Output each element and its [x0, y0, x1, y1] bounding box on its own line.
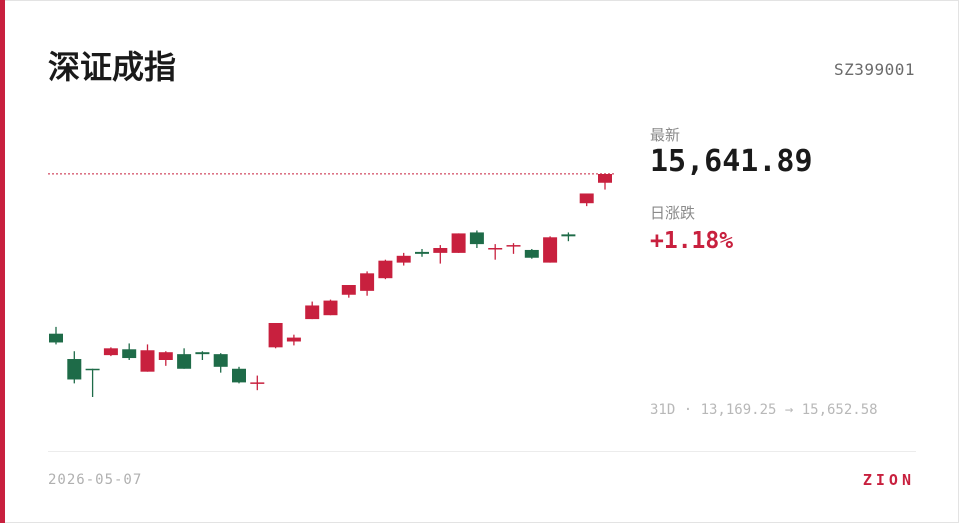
candle-body	[286, 337, 301, 342]
candle	[341, 285, 356, 298]
candle	[250, 375, 265, 391]
accent-bar	[0, 0, 5, 523]
daily-change-value: +1.18%	[650, 228, 734, 254]
candle	[451, 233, 466, 253]
candle-body	[103, 348, 118, 356]
candle-body	[579, 193, 594, 204]
candle-body	[305, 305, 320, 320]
candle-body	[433, 248, 448, 253]
candle	[177, 348, 192, 369]
candle	[561, 232, 576, 242]
candle	[268, 322, 283, 349]
candle	[396, 252, 411, 266]
candle	[323, 299, 338, 316]
candle	[232, 366, 246, 384]
candle-body	[67, 359, 82, 380]
candle-body	[396, 255, 411, 263]
candle-body	[360, 273, 375, 291]
candle	[543, 236, 558, 263]
daily-change-label: 日涨跌	[650, 204, 696, 222]
period-range: 31D · 13,169.25 → 15,652.58	[650, 402, 878, 418]
candle-body	[378, 260, 393, 279]
candle	[506, 243, 521, 254]
candle	[103, 347, 118, 357]
candle-body	[415, 251, 429, 254]
candle	[85, 368, 100, 397]
candle	[158, 351, 173, 366]
candle	[195, 351, 210, 360]
candle	[598, 174, 612, 190]
last-price-label: 最新	[650, 126, 681, 144]
footer-date: 2026-05-07	[48, 472, 143, 488]
candle	[49, 326, 63, 345]
candle	[305, 301, 320, 320]
candle	[213, 353, 228, 373]
candle	[579, 193, 594, 207]
candle-body	[158, 352, 173, 360]
candle-body	[598, 174, 612, 183]
candle-body	[469, 232, 484, 245]
candle-body	[49, 333, 63, 343]
candle-body	[488, 248, 503, 250]
candle-body	[177, 354, 192, 369]
candle-body	[561, 234, 576, 237]
candle-body	[524, 249, 539, 258]
candle	[122, 343, 137, 360]
candle	[140, 344, 155, 372]
candle-body	[85, 368, 100, 371]
candle-body	[213, 354, 228, 367]
candle	[524, 248, 539, 259]
candle-body	[250, 382, 265, 384]
candle-body	[506, 245, 521, 247]
candle	[286, 334, 301, 346]
candle-body	[195, 352, 210, 355]
candle-body	[323, 300, 338, 316]
footer-divider	[48, 451, 916, 452]
last-price-value: 15,641.89	[650, 144, 813, 179]
brand-logo: ZION	[862, 471, 915, 489]
index-code: SZ399001	[833, 60, 915, 79]
candle-body	[268, 322, 283, 348]
candle-body	[341, 285, 356, 295]
candle	[488, 244, 503, 260]
candle-body	[140, 350, 155, 372]
candle-body	[122, 349, 137, 359]
candle-body	[232, 368, 246, 383]
candle-body	[543, 237, 558, 263]
candle	[469, 230, 484, 249]
candle-body	[451, 233, 466, 253]
candle	[433, 245, 448, 264]
candle	[360, 271, 375, 296]
candle	[67, 351, 82, 384]
candle	[378, 259, 393, 280]
candle	[415, 248, 429, 257]
index-title: 深证成指	[48, 48, 177, 86]
